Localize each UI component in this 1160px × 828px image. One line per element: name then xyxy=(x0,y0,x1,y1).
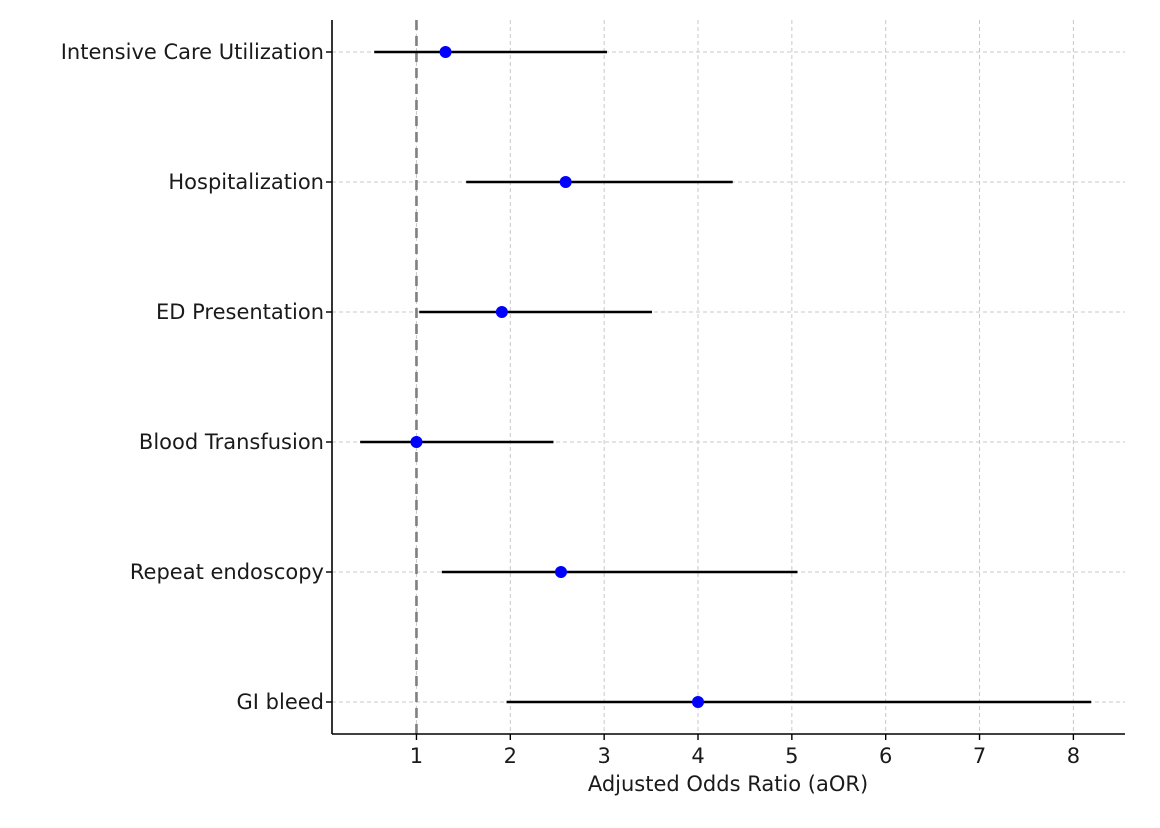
y-tick-label: ED Presentation xyxy=(156,300,324,324)
point-estimate xyxy=(495,306,508,318)
point-estimate xyxy=(554,566,567,578)
point-estimate xyxy=(410,436,423,448)
x-tick-label: 6 xyxy=(879,744,892,768)
y-tick-label: Hospitalization xyxy=(168,170,324,194)
marks-layer xyxy=(360,46,1092,708)
x-tick-label: 5 xyxy=(785,744,798,768)
x-tick-label: 3 xyxy=(597,744,610,768)
ticks-layer: 1 2 3 4 5 6 7 8 Intensive Care Utilization Hospit… xyxy=(61,40,1080,768)
y-tick-label: Intensive Care Utilization xyxy=(61,40,324,64)
x-tick-label: 8 xyxy=(1067,744,1080,768)
point-estimate xyxy=(439,46,452,58)
axes xyxy=(331,20,1125,735)
x-axis-label: Adjusted Odds Ratio (aOR) xyxy=(588,772,868,796)
y-tick-label: Blood Transfusion xyxy=(139,430,324,454)
y-tick-label: Repeat endoscopy xyxy=(130,560,324,584)
point-estimate xyxy=(559,176,572,188)
x-tick-label: 1 xyxy=(410,744,423,768)
x-tick-label: 4 xyxy=(691,744,704,768)
point-estimate xyxy=(692,696,704,708)
x-tick-label: 2 xyxy=(504,744,517,768)
y-tick-label: GI bleed xyxy=(237,690,324,714)
x-tick-label: 7 xyxy=(973,744,986,768)
grid-layer xyxy=(332,20,1125,734)
